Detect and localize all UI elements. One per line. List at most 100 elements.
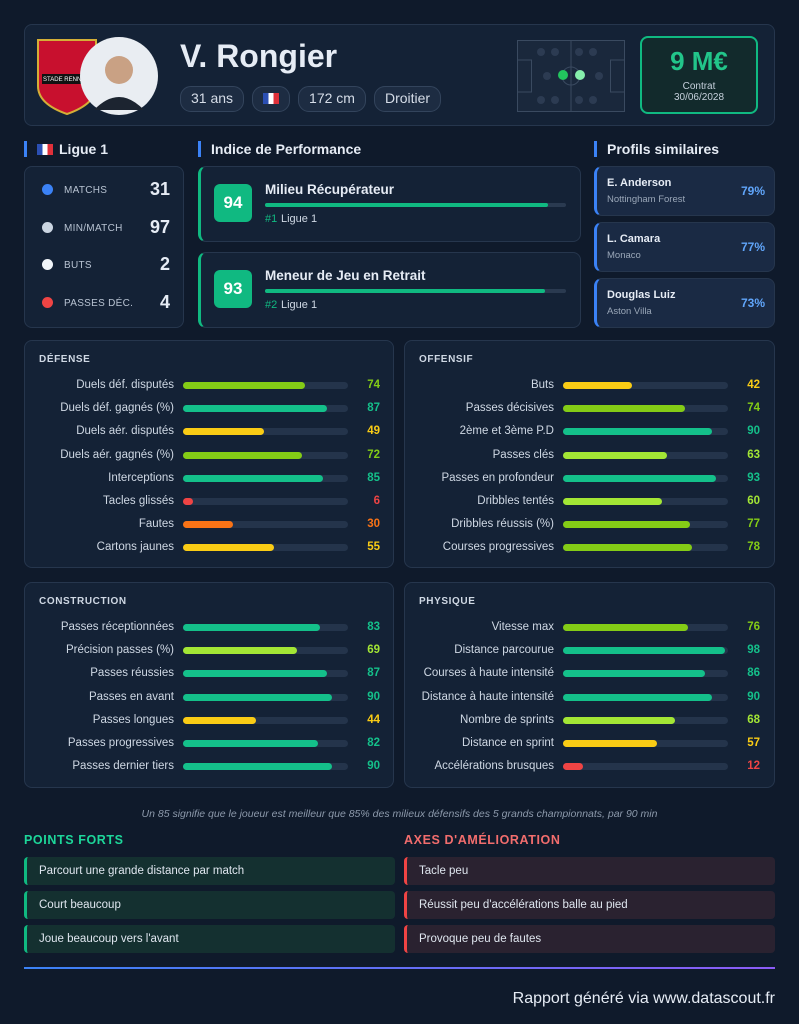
- stat-bar: [183, 740, 319, 747]
- stat-value: 97: [149, 216, 170, 237]
- stat-value: 83: [367, 621, 380, 633]
- stat-bar: [563, 405, 686, 413]
- rank-league: Ligue 1: [281, 299, 318, 311]
- stat-track: [563, 382, 728, 389]
- similarity: 73%: [740, 296, 765, 310]
- stat-value: 63: [747, 448, 760, 461]
- stat-value: 87: [367, 402, 380, 415]
- stat-value: 31: [149, 179, 170, 199]
- stat-label: 2ème et 3ème P.D: [459, 425, 554, 438]
- stat-label: PASSES DÉC.: [64, 297, 134, 309]
- stat-icon: [42, 296, 53, 308]
- stat-value: 86: [747, 667, 760, 680]
- stat-bar: [183, 405, 327, 413]
- contract-label: Contrat: [682, 81, 716, 92]
- stat-label: Courses progressives: [442, 541, 554, 554]
- score-badge: 93: [214, 270, 252, 308]
- footer: Rapport généré via www.datascout.fr: [512, 990, 775, 1007]
- stat-label: Duels déf. gagnés (%): [60, 402, 174, 415]
- rank: #1: [265, 213, 278, 225]
- stat-bar: [563, 451, 667, 459]
- stat-label: Passes progressives: [67, 737, 174, 749]
- stat-value: 42: [747, 379, 760, 391]
- stat-value: 85: [367, 471, 380, 484]
- stat-value: 82: [367, 737, 380, 749]
- league-name: Ligue 1: [59, 141, 109, 157]
- stat-bar: [563, 693, 712, 701]
- panel-title: CONSTRUCTION: [39, 596, 127, 607]
- similar-club: Aston Villa: [607, 306, 652, 317]
- similar-name: Douglas Luiz: [607, 289, 676, 301]
- similar-title: Profils similaires: [594, 141, 719, 157]
- stat-bar: [183, 382, 306, 389]
- stat-label: Duels déf. disputés: [76, 379, 174, 391]
- flag-tag: [252, 86, 291, 112]
- club-logo: STADE RENNAIS: [37, 37, 158, 116]
- stat-bar: [563, 647, 725, 655]
- stat-bar: [563, 624, 689, 631]
- stat-value: 87: [367, 667, 380, 680]
- stat-value: 2: [159, 254, 170, 274]
- stat-value: 78: [747, 541, 760, 554]
- panel-title: PHYSIQUE: [419, 596, 476, 607]
- stat-value: 98: [747, 644, 760, 657]
- stat-bar: [563, 716, 676, 724]
- similar-club: Nottingham Forest: [607, 194, 686, 205]
- score-badge: 94: [214, 184, 252, 222]
- stat-bar: [183, 451, 302, 459]
- stat-bar: [563, 428, 712, 436]
- weaknesses-item: Tacle peu: [404, 857, 775, 885]
- stat-panel: [404, 582, 775, 788]
- stat-value: 69: [367, 644, 380, 657]
- stat-label: Fautes: [138, 518, 174, 531]
- rank: #2: [265, 299, 278, 311]
- stat-bar: [563, 763, 583, 771]
- similarity: 79%: [740, 184, 765, 198]
- stat-bar: [563, 544, 692, 552]
- similarity: 77%: [740, 240, 765, 254]
- stat-bar: [563, 670, 705, 678]
- stat-label: MIN/MATCH: [64, 222, 123, 234]
- similar-card: [594, 278, 775, 328]
- tag: Droitier: [373, 86, 442, 112]
- stat-label: Duels aér. disputés: [76, 425, 174, 438]
- stat-icon: [42, 259, 53, 270]
- strengths-title: POINTS FORTS: [24, 833, 124, 847]
- stat-label: Passes décisives: [465, 402, 554, 415]
- stat-bar: [183, 498, 193, 505]
- strengths-item: Court beaucoup: [24, 891, 395, 919]
- stat-label: Passes en profondeur: [441, 471, 554, 484]
- stat-value: 72: [367, 448, 380, 461]
- stat-bar: [563, 474, 717, 482]
- stat-label: Tacles glissés: [103, 495, 174, 507]
- stat-bar: [183, 474, 324, 482]
- stat-value: 90: [367, 760, 380, 773]
- stat-label: Passes longues: [92, 713, 174, 726]
- stat-track: [183, 716, 348, 724]
- stat-label: Accélérations brusques: [434, 760, 554, 773]
- player-name: V. Rongier: [180, 38, 338, 74]
- weaknesses-item: Provoque peu de fautes: [404, 925, 775, 953]
- stat-bar: [183, 716, 256, 724]
- stat-value: 4: [159, 291, 170, 312]
- rank-league: Ligue 1: [281, 213, 318, 225]
- perf-bar: [265, 203, 548, 207]
- club-name: STADE RENNAIS: [43, 77, 91, 83]
- strengths-item: Joue beaucoup vers l'avant: [24, 925, 395, 953]
- stat-value: 57: [747, 737, 760, 749]
- stat-label: Précision passes (%): [65, 644, 174, 657]
- stat-bar: [183, 693, 332, 701]
- stat-value: 44: [367, 713, 380, 726]
- perf-bar: [265, 289, 545, 293]
- strengths-item: Parcourt une grande distance par match: [24, 857, 395, 885]
- stat-label: Distance en sprint: [461, 737, 554, 749]
- similar-card: [594, 222, 775, 272]
- stat-label: Dribbles réussis (%): [451, 518, 554, 531]
- role: Meneur de Jeu en Retrait: [265, 268, 426, 283]
- stat-label: BUTS: [64, 260, 92, 271]
- stat-bar: [183, 624, 320, 631]
- tag: 172 cm: [298, 86, 366, 112]
- panel-title: OFFENSIF: [419, 354, 474, 365]
- stat-value: 74: [747, 402, 760, 415]
- stat-bar: [183, 647, 297, 655]
